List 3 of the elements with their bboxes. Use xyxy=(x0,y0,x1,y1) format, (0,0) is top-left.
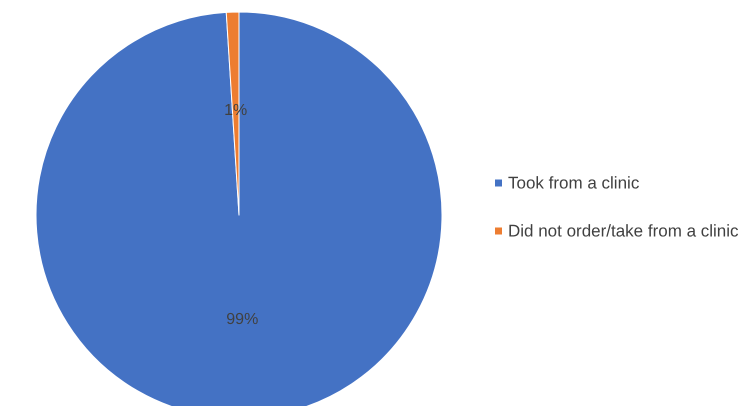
legend-label: Did not order/take from a clinic xyxy=(508,222,740,240)
data-label: 99% xyxy=(226,310,258,328)
legend-label: Took from a clinic xyxy=(508,174,640,192)
